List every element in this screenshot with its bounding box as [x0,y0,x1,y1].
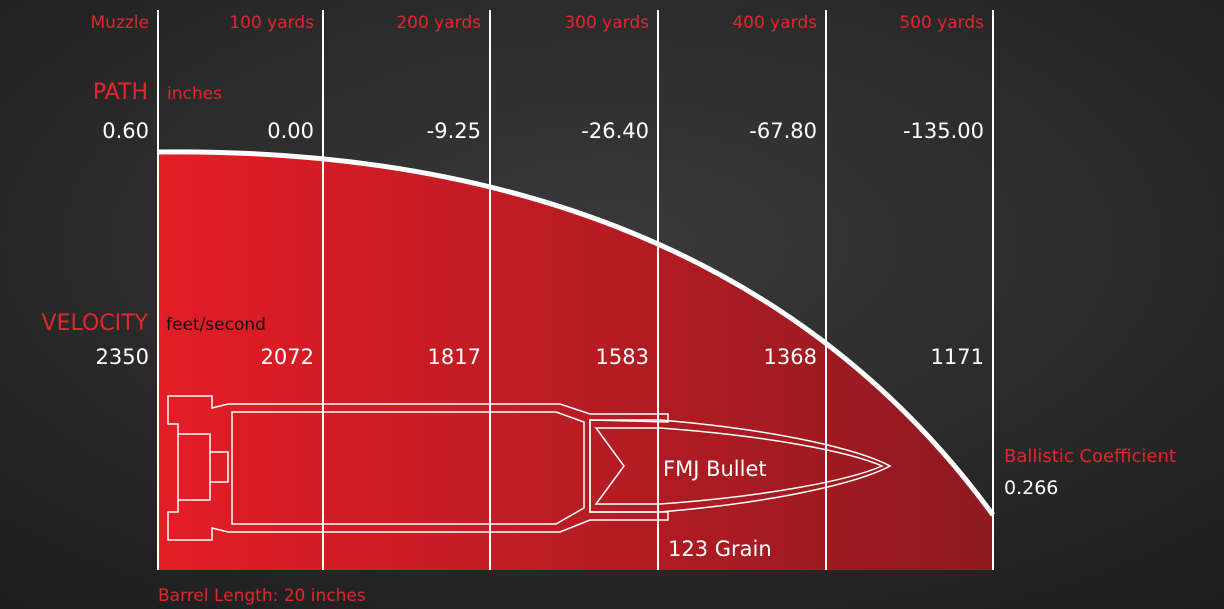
velocity-label: VELOCITY [42,311,149,336]
column-label: 200 yards [396,13,481,33]
column-label: 500 yards [899,13,984,33]
trajectory-line [157,149,996,517]
path-value: -9.25 [427,119,481,143]
cartridge [167,395,892,541]
bc-value: 0.266 [1004,477,1058,499]
path-unit: inches [167,84,222,104]
path-value: -67.80 [749,119,817,143]
velocity-value: 2072 [261,345,314,369]
velocity-value: 1583 [596,345,649,369]
path-label: PATH [93,80,148,105]
column-label: 400 yards [732,13,817,33]
velocity-value: 2350 [96,345,149,369]
barrel-length: Barrel Length: 20 inches [158,586,366,606]
velocity-value: 1171 [931,345,984,369]
path-value: -135.00 [903,119,984,143]
velocity-value: 1368 [764,345,817,369]
bc-label: Ballistic Coefficient [1004,446,1176,467]
column-label: Muzzle [91,13,149,33]
trajectory-area [158,151,993,570]
path-value: -26.40 [581,119,649,143]
bullet-type: FMJ Bullet [663,457,767,481]
velocity-value: 1817 [428,345,481,369]
bullet-weight: 123 Grain [668,537,772,561]
velocity-unit: feet/second [166,315,266,335]
column-label: 100 yards [229,13,314,33]
column-label: 300 yards [564,13,649,33]
path-value: 0.00 [267,119,314,143]
path-value: 0.60 [102,119,149,143]
